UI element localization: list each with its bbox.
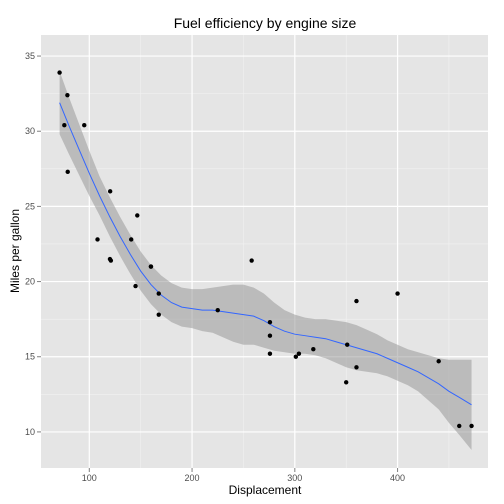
confidence-ribbon — [59, 71, 472, 450]
data-point — [108, 258, 114, 263]
data-point — [311, 347, 316, 352]
data-point — [345, 342, 350, 347]
plot-panel — [41, 35, 488, 468]
data-point — [249, 258, 254, 263]
y-axis-ticks: 10 15 20 25 30 35 — [25, 51, 41, 437]
data-point — [215, 307, 220, 313]
data-point — [57, 70, 62, 75]
x-tick-label: 100 — [82, 473, 97, 483]
y-tick-label: 10 — [25, 427, 35, 437]
grid-major — [41, 35, 488, 468]
y-tick-label: 15 — [25, 352, 35, 362]
data-point — [95, 237, 100, 242]
y-tick-label: 20 — [25, 277, 35, 287]
x-tick-label: 200 — [185, 473, 200, 483]
data-point — [354, 298, 359, 304]
data-point — [267, 333, 273, 338]
data-point — [293, 354, 299, 359]
data-point — [267, 351, 273, 356]
data-point — [133, 283, 138, 289]
y-tick-label: 25 — [25, 201, 35, 211]
smooth-line — [59, 102, 472, 406]
data-point — [296, 351, 302, 356]
data-point — [267, 319, 273, 325]
data-point — [129, 237, 134, 242]
data-point — [156, 312, 161, 317]
data-point — [436, 359, 441, 364]
data-point — [135, 213, 140, 218]
x-tick-label: 300 — [287, 473, 302, 483]
data-point — [107, 189, 113, 194]
data-point — [148, 264, 154, 269]
x-axis-label: Displacement — [229, 483, 302, 497]
data-point — [343, 380, 349, 385]
data-point — [354, 365, 359, 370]
data-point — [62, 123, 67, 128]
data-point — [65, 92, 70, 98]
data-point — [469, 423, 474, 429]
x-tick-label: 400 — [390, 473, 405, 483]
y-tick-label: 35 — [25, 51, 35, 61]
y-axis-label: Miles per gallon — [8, 209, 22, 293]
data-point — [65, 169, 70, 175]
data-points — [57, 70, 474, 429]
x-axis-ticks: 100 200 300 400 — [82, 468, 405, 483]
chart-title: Fuel efficiency by engine size — [174, 15, 357, 31]
data-point — [156, 291, 161, 296]
data-point — [457, 423, 462, 429]
data-point — [395, 291, 400, 296]
data-point — [82, 123, 87, 128]
y-tick-label: 30 — [25, 126, 35, 136]
